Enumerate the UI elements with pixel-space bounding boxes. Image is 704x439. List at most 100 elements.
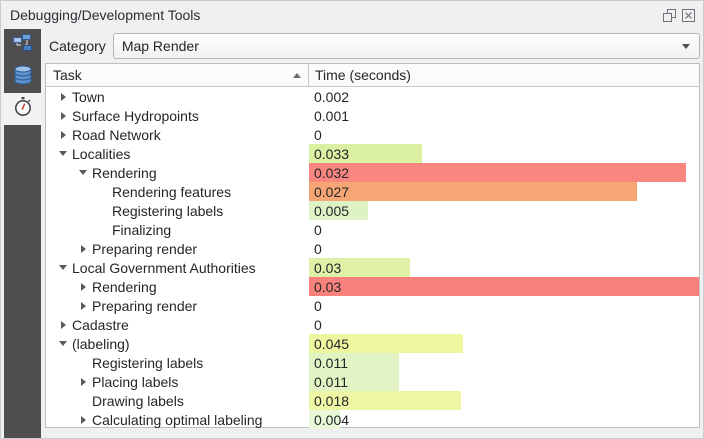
table-rows: Town 0.002 Surface Hydropoints 0.001 Roa… — [46, 87, 699, 429]
time-bar — [309, 391, 462, 410]
expander-expanded-icon[interactable] — [54, 341, 72, 346]
task-cell: Calculating optimal labeling — [46, 410, 309, 429]
task-cell: Rendering — [46, 163, 309, 182]
time-bar — [309, 372, 399, 391]
expander-collapsed-icon[interactable] — [54, 130, 72, 139]
task-label: Calculating optimal labeling — [92, 411, 263, 428]
sort-ascending-icon — [293, 72, 301, 78]
expander-collapsed-icon[interactable] — [54, 111, 72, 120]
table-row[interactable]: Calculating optimal labeling 0.004 — [46, 410, 699, 429]
time-cell: 0 — [309, 125, 699, 144]
sidebar-tab-query-logger[interactable] — [4, 29, 41, 61]
task-cell: Drawing labels — [46, 391, 309, 410]
table-row[interactable]: Preparing render 0 — [46, 239, 699, 258]
time-value: 0 — [314, 240, 322, 257]
task-label: Town — [72, 88, 105, 105]
expander-collapsed-icon[interactable] — [74, 282, 92, 291]
time-cell: 0 — [309, 296, 699, 315]
task-label: Placing labels — [92, 373, 179, 390]
close-icon[interactable] — [681, 8, 695, 22]
time-cell: 0.03 — [309, 258, 699, 277]
task-cell: Preparing render — [46, 296, 309, 315]
expander-collapsed-icon[interactable] — [74, 301, 92, 310]
task-label: (labeling) — [72, 335, 130, 352]
time-cell: 0.03 — [309, 277, 699, 296]
time-cell: 0.005 — [309, 201, 699, 220]
column-header-task[interactable]: Task — [46, 64, 309, 86]
expander-collapsed-icon[interactable] — [74, 377, 92, 386]
task-label: Finalizing — [112, 221, 172, 238]
panel-title: Debugging/Development Tools — [10, 7, 201, 23]
time-value: 0.03 — [314, 259, 342, 276]
time-cell: 0.011 — [309, 353, 699, 372]
task-label: Drawing labels — [92, 392, 184, 409]
sidebar-tab-database[interactable] — [4, 61, 41, 93]
time-bar — [309, 182, 637, 201]
task-label: Rendering — [92, 164, 157, 181]
task-label: Local Government Authorities — [72, 259, 256, 276]
task-label: Localities — [72, 145, 131, 162]
time-cell: 0.004 — [309, 410, 699, 429]
expander-expanded-icon[interactable] — [74, 170, 92, 175]
task-cell: Surface Hydropoints — [46, 106, 309, 125]
category-label: Category — [49, 38, 106, 54]
table-row[interactable]: Local Government Authorities 0.03 — [46, 258, 699, 277]
expander-collapsed-icon[interactable] — [54, 320, 72, 329]
task-label: Cadastre — [72, 316, 129, 333]
table-row[interactable]: Registering labels 0.011 — [46, 353, 699, 372]
table-row[interactable]: Rendering 0.03 — [46, 277, 699, 296]
expander-collapsed-icon[interactable] — [74, 244, 92, 253]
task-cell: Registering labels — [46, 201, 309, 220]
window-controls — [662, 8, 695, 22]
task-cell: Preparing render — [46, 239, 309, 258]
time-value: 0 — [314, 316, 322, 333]
time-value: 0.011 — [314, 354, 348, 371]
time-cell: 0.018 — [309, 391, 699, 410]
table-row[interactable]: Road Network 0 — [46, 125, 699, 144]
time-cell: 0 — [309, 239, 699, 258]
task-label: Rendering — [92, 278, 157, 295]
column-header-task-label: Task — [53, 67, 82, 83]
task-label: Rendering features — [112, 183, 232, 200]
task-cell: Placing labels — [46, 372, 309, 391]
time-value: 0 — [314, 221, 322, 238]
table-row[interactable]: Cadastre 0 — [46, 315, 699, 334]
float-icon[interactable] — [662, 8, 676, 22]
task-cell: Road Network — [46, 125, 309, 144]
task-cell: Rendering — [46, 277, 309, 296]
time-value: 0.011 — [314, 373, 348, 390]
column-header-time-label: Time (seconds) — [315, 67, 411, 83]
table-row[interactable]: Surface Hydropoints 0.001 — [46, 106, 699, 125]
table-row[interactable]: Preparing render 0 — [46, 296, 699, 315]
time-value: 0.027 — [314, 183, 350, 200]
time-bar — [309, 353, 399, 372]
expander-expanded-icon[interactable] — [54, 151, 72, 156]
table-row[interactable]: Drawing labels 0.018 — [46, 391, 699, 410]
table-row[interactable]: Placing labels 0.011 — [46, 372, 699, 391]
expander-expanded-icon[interactable] — [54, 265, 72, 270]
table-row[interactable]: Rendering 0.032 — [46, 163, 699, 182]
table-row[interactable]: Town 0.002 — [46, 87, 699, 106]
time-cell: 0.027 — [309, 182, 699, 201]
time-value: 0 — [314, 297, 322, 314]
time-bar — [309, 410, 341, 429]
category-dropdown[interactable]: Map Render — [112, 33, 700, 59]
table-row[interactable]: Localities 0.033 — [46, 144, 699, 163]
table-row[interactable]: Rendering features 0.027 — [46, 182, 699, 201]
time-value: 0.002 — [314, 88, 350, 105]
category-row: Category Map Render — [42, 29, 703, 63]
column-header-time[interactable]: Time (seconds) — [309, 64, 699, 86]
time-bar — [309, 334, 464, 353]
tool-sidebar — [1, 29, 42, 438]
table-row[interactable]: Registering labels 0.005 — [46, 201, 699, 220]
time-bar — [309, 144, 423, 163]
task-cell: Local Government Authorities — [46, 258, 309, 277]
table-row[interactable]: (labeling) 0.045 — [46, 334, 699, 353]
time-value: 0 — [314, 126, 322, 143]
expander-collapsed-icon[interactable] — [74, 415, 92, 424]
database-icon — [11, 63, 35, 92]
sidebar-tab-profiler[interactable] — [4, 93, 41, 125]
expander-collapsed-icon[interactable] — [54, 92, 72, 101]
table-row[interactable]: Finalizing 0 — [46, 220, 699, 239]
